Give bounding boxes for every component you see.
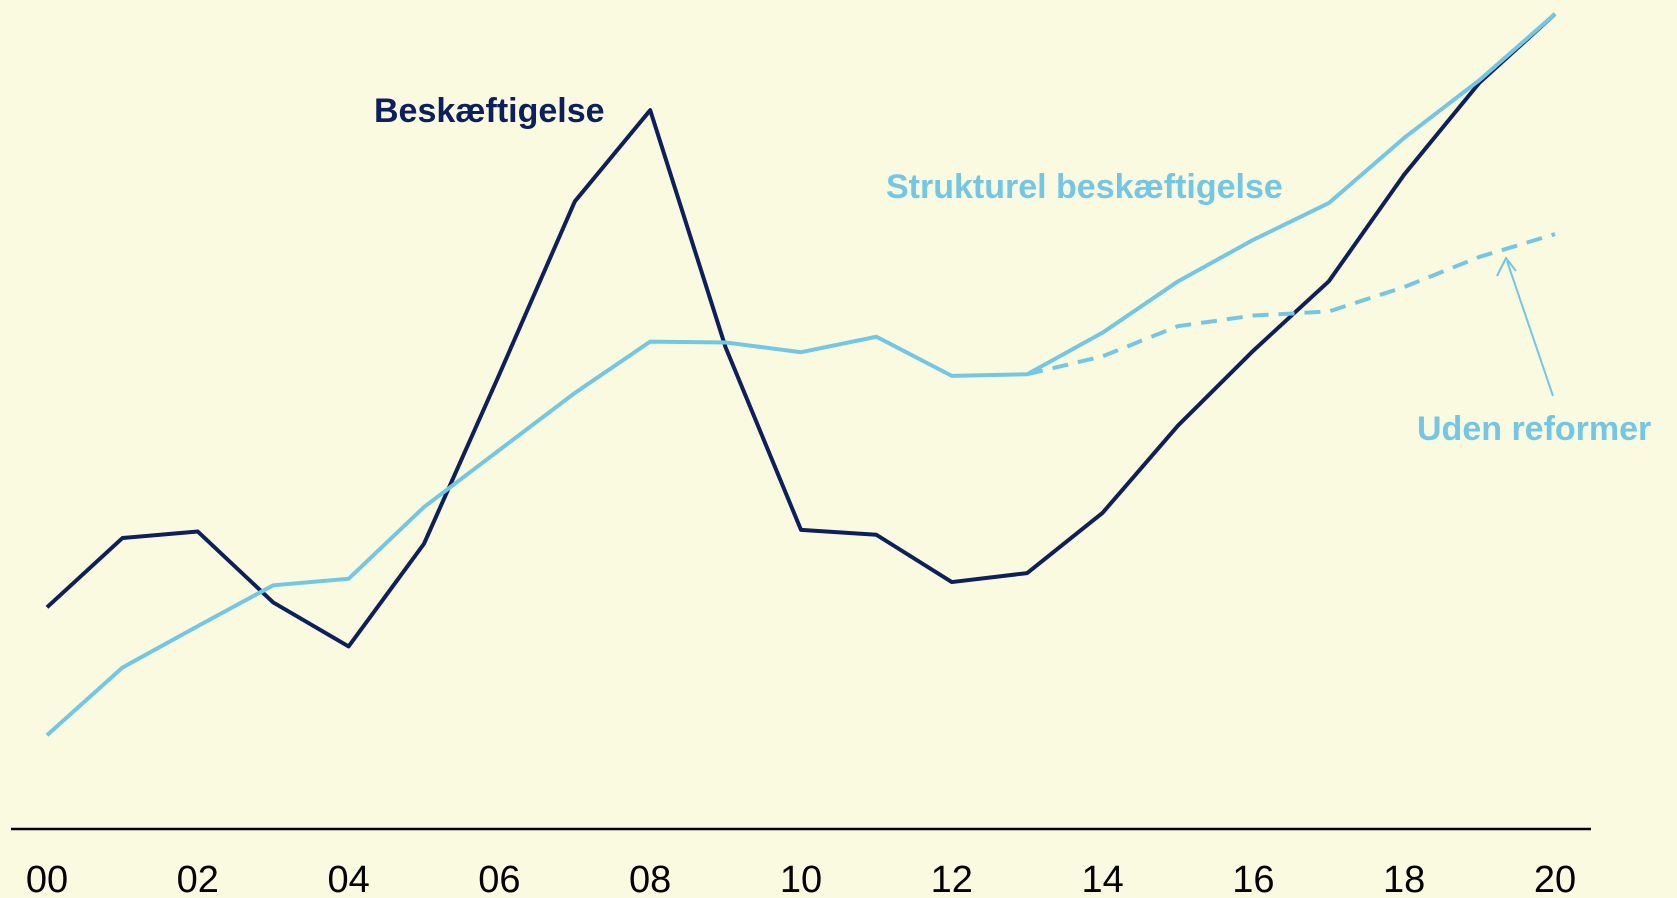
x-tick-label: 02 xyxy=(177,859,219,898)
x-tick-label: 06 xyxy=(478,859,520,898)
arrow-head xyxy=(1496,256,1517,277)
series-line xyxy=(45,12,1557,649)
x-tick-label: 08 xyxy=(629,859,671,898)
x-tick-label: 14 xyxy=(1081,859,1123,898)
x-tick-label: 04 xyxy=(327,859,369,898)
x-tick-label: 20 xyxy=(1534,859,1576,898)
x-tick-label: 12 xyxy=(931,859,973,898)
series-label: Beskæftigelse xyxy=(374,92,605,130)
x-tick-label: 00 xyxy=(26,859,68,898)
x-tick-label: 10 xyxy=(780,859,822,898)
series-label: Uden reformer xyxy=(1417,410,1651,448)
x-tick-label: 18 xyxy=(1383,859,1425,898)
annotation-arrow xyxy=(1506,260,1554,397)
series-label: Strukturel beskæftigelse xyxy=(886,168,1283,206)
series-line xyxy=(1026,232,1556,377)
x-tick-label: 16 xyxy=(1232,859,1274,898)
series-line xyxy=(45,12,1557,737)
